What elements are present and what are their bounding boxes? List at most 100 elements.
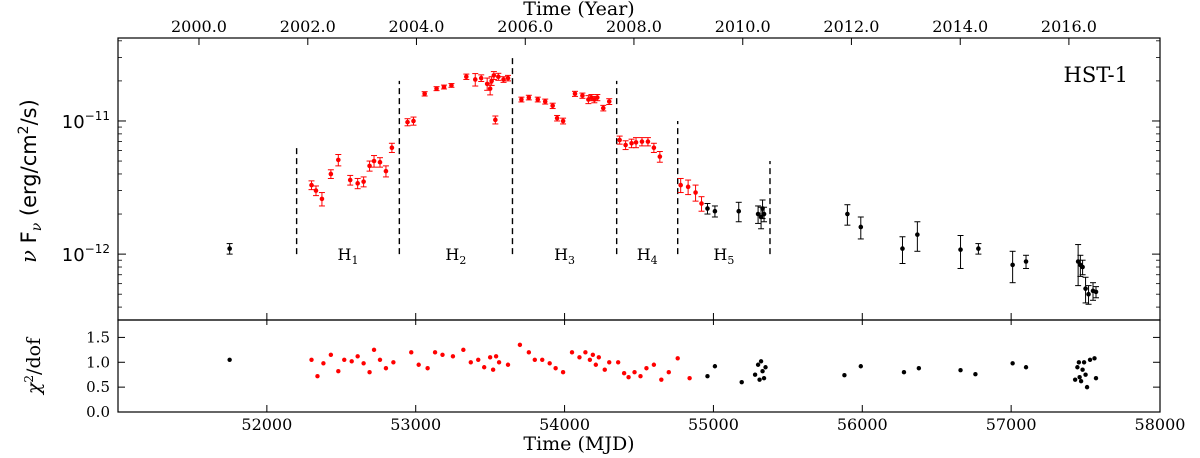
flux-point bbox=[976, 246, 981, 251]
flux-point bbox=[623, 142, 628, 148]
chi2-point bbox=[621, 371, 627, 376]
chi2-point bbox=[1081, 360, 1087, 365]
chi2-point bbox=[602, 367, 607, 372]
flux-point bbox=[309, 182, 314, 188]
top-plot-area: H1 H2 H3 H4 H5 bbox=[226, 57, 1099, 305]
chi2-point bbox=[321, 361, 326, 366]
x-tick-label: 57000 bbox=[986, 415, 1037, 434]
chi2-point bbox=[432, 350, 438, 355]
chi2-point bbox=[425, 366, 430, 371]
chi2-point bbox=[315, 373, 320, 379]
chi2-point bbox=[371, 347, 377, 353]
chi2-point bbox=[596, 355, 602, 360]
chi2-point bbox=[227, 357, 232, 362]
year-tick-label: 2014.0 bbox=[932, 17, 988, 36]
chi2-point bbox=[553, 366, 558, 371]
chi2-point bbox=[487, 355, 493, 360]
flux-point bbox=[645, 139, 651, 144]
chi2-point bbox=[1075, 365, 1080, 370]
x-tick-label: 54000 bbox=[539, 415, 590, 434]
chi2-point bbox=[761, 375, 767, 381]
flux-point bbox=[367, 163, 372, 169]
chi2-point bbox=[1010, 361, 1015, 366]
chi2-point bbox=[440, 352, 445, 358]
chi2-point bbox=[626, 374, 631, 380]
chi2-point bbox=[687, 375, 692, 381]
flux-point bbox=[595, 95, 600, 100]
flux-point bbox=[712, 208, 718, 214]
flux-point bbox=[651, 145, 657, 150]
year-tick-label: 2008.0 bbox=[606, 17, 662, 36]
chi2-point bbox=[842, 373, 847, 378]
flux-point bbox=[411, 118, 416, 124]
chi2-point bbox=[409, 350, 414, 355]
y-tick-label: 1.5 bbox=[86, 328, 110, 346]
chi2-point bbox=[615, 360, 621, 365]
flux-point bbox=[472, 77, 478, 82]
flux-point bbox=[361, 179, 366, 184]
chi2-point bbox=[739, 379, 744, 385]
chi2-point bbox=[349, 359, 354, 364]
chi2-point bbox=[757, 377, 762, 382]
flux-point bbox=[493, 117, 498, 123]
flux-point bbox=[1023, 259, 1029, 264]
flux-point bbox=[761, 211, 767, 217]
chi2-point bbox=[590, 352, 596, 358]
chi2-point bbox=[1093, 375, 1099, 381]
y-tick-label: 1.0 bbox=[86, 353, 110, 371]
chi2-point bbox=[587, 357, 593, 362]
top-axis-ticks: 2000.0 2002.0 2004.0 2006.0 2008.0 2010.0 2012… bbox=[62, 17, 1161, 320]
flux-point bbox=[606, 99, 612, 104]
flux-point bbox=[526, 95, 532, 100]
chi2-point bbox=[517, 342, 523, 348]
flux-point bbox=[227, 246, 232, 251]
chi2-point bbox=[377, 357, 383, 362]
flux-point bbox=[535, 97, 541, 102]
chi2-point bbox=[858, 364, 863, 369]
chi2-point bbox=[569, 350, 575, 355]
chi2-point bbox=[577, 355, 582, 360]
chi2-point bbox=[361, 361, 366, 366]
flux-point bbox=[328, 171, 334, 177]
flux-point bbox=[915, 232, 920, 237]
flux-point bbox=[1080, 264, 1085, 270]
chi2-point bbox=[526, 350, 532, 355]
chi2-point bbox=[1076, 360, 1082, 365]
flux-point bbox=[542, 99, 548, 104]
bottom-plot-frame bbox=[117, 319, 1161, 413]
flux-point bbox=[487, 86, 493, 91]
x-tick-label: 56000 bbox=[837, 415, 888, 434]
chi2-point bbox=[476, 357, 481, 362]
flux-point bbox=[371, 158, 377, 164]
chi2-point bbox=[916, 366, 922, 371]
chi2-point bbox=[1080, 367, 1085, 372]
chi2-point bbox=[1078, 378, 1084, 384]
bottom-y-axis-label: χ2/dof bbox=[22, 336, 45, 396]
phase-label: H5 bbox=[713, 245, 734, 267]
y-tick-label: 10−12 bbox=[62, 242, 110, 266]
top-plot-frame bbox=[117, 37, 1161, 321]
chi2-point bbox=[638, 373, 643, 379]
phase-label: H1 bbox=[338, 245, 359, 267]
chi2-point bbox=[342, 357, 347, 362]
bottom-axis-ticks: 52000 53000 54000 55000 56000 57000 58000 0.0 0.… bbox=[86, 320, 1185, 434]
chi2-point bbox=[336, 369, 341, 374]
flux-point bbox=[572, 91, 578, 97]
year-tick-label: 2004.0 bbox=[388, 17, 444, 36]
chi2-point bbox=[651, 362, 657, 367]
flux-point bbox=[639, 139, 645, 144]
chi2-point bbox=[1023, 365, 1029, 370]
chi2-point bbox=[540, 357, 545, 362]
flux-point bbox=[657, 154, 663, 159]
chi2-point bbox=[461, 347, 466, 353]
flux-point bbox=[336, 157, 341, 163]
chi2-point bbox=[355, 354, 360, 359]
chi2-point bbox=[901, 370, 907, 375]
chi2-point bbox=[675, 356, 680, 361]
chi2-point bbox=[493, 354, 499, 359]
flux-point bbox=[678, 182, 683, 188]
flux-point bbox=[405, 119, 410, 125]
flux-point bbox=[554, 115, 560, 121]
flux-point bbox=[1086, 291, 1091, 297]
chi2-point bbox=[632, 370, 637, 375]
